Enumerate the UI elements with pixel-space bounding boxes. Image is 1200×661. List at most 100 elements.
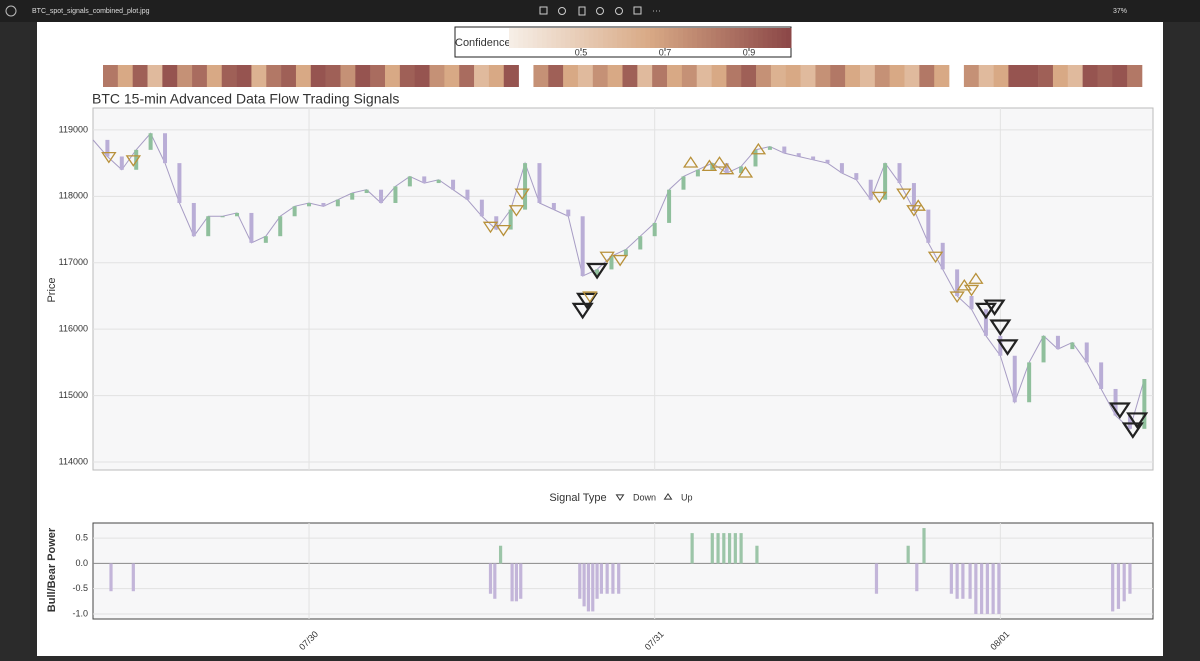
bar — [739, 533, 743, 564]
signal-marker — [571, 302, 594, 320]
confidence-cell — [459, 65, 475, 87]
confidence-cell — [859, 65, 876, 87]
y-tick-label: 115000 — [59, 390, 88, 400]
confidence-cell — [815, 65, 831, 87]
bar — [514, 563, 519, 602]
candle — [998, 335, 1003, 356]
bar — [1116, 563, 1121, 609]
signal-marker — [956, 278, 973, 291]
confidence-cell — [711, 65, 727, 87]
signal-marker — [701, 159, 718, 172]
bar — [991, 563, 995, 614]
confidence-cell — [1067, 65, 1083, 87]
bar — [519, 563, 523, 599]
confidence-cell — [756, 65, 772, 87]
bar — [949, 563, 953, 594]
bar — [710, 533, 714, 564]
candle — [235, 212, 240, 217]
signal-marker — [896, 188, 912, 201]
colorbar-step — [612, 28, 618, 48]
confidence-cell — [132, 65, 148, 87]
colorbar-tick-label: 0.9 — [743, 47, 756, 57]
candle — [523, 163, 528, 210]
signal-marker — [737, 166, 754, 178]
colorbar-step — [697, 28, 703, 48]
colorbar-step — [744, 28, 750, 48]
colorbar-step — [513, 28, 519, 48]
candle — [609, 256, 614, 270]
bar — [611, 563, 615, 594]
candle — [911, 183, 916, 210]
candle — [839, 163, 844, 174]
signal-marker — [989, 319, 1012, 336]
candle — [681, 176, 686, 190]
bar — [1128, 563, 1132, 594]
confidence-cell — [444, 65, 460, 87]
candle — [811, 156, 816, 160]
confidence-cell — [993, 65, 1009, 87]
confidence-cell — [652, 65, 668, 87]
colorbar-step — [673, 28, 679, 48]
confidence-cell — [281, 65, 297, 87]
colorbar-step — [762, 28, 768, 48]
colorbar-step — [551, 28, 557, 48]
legend-symbol — [663, 492, 673, 500]
legend-title: Signal Type — [549, 492, 606, 504]
bar — [591, 563, 595, 612]
signal-marker — [871, 191, 888, 204]
confidence-cell — [934, 65, 950, 87]
confidence-cell — [845, 65, 861, 87]
candle — [1127, 415, 1132, 429]
candle — [782, 146, 787, 154]
bar — [922, 528, 926, 564]
confidence-cell — [414, 65, 430, 87]
confidence-cell — [177, 65, 193, 87]
colorbar-step — [668, 28, 674, 48]
signal-marker — [586, 262, 609, 280]
colorbar-step — [532, 28, 538, 48]
colorbar-step — [650, 28, 656, 48]
candle — [177, 163, 182, 203]
colorbar-step — [654, 28, 660, 48]
more-button[interactable]: ··· — [652, 5, 661, 15]
colorbar-step — [603, 28, 609, 48]
colorbar-step — [645, 28, 651, 48]
bar — [109, 563, 113, 592]
colorbar-step — [729, 28, 736, 48]
colorbar-step — [640, 28, 646, 48]
candle — [220, 216, 225, 218]
bar — [493, 563, 497, 599]
candle — [739, 166, 744, 174]
confidence-cell — [295, 65, 312, 87]
confidence-cell — [503, 65, 519, 87]
signal-marker — [974, 302, 997, 320]
confidence-cell — [266, 65, 282, 87]
candle — [379, 189, 384, 203]
colorbar-step — [706, 28, 712, 48]
price-line — [92, 132, 1145, 430]
candle — [551, 202, 556, 210]
confidence-cell — [904, 65, 920, 87]
candle — [1142, 379, 1147, 429]
candle — [249, 212, 254, 243]
candle — [436, 179, 441, 184]
candle — [278, 216, 283, 237]
colorbar-step — [678, 28, 684, 48]
confidence-cell — [563, 65, 579, 87]
confidence-cell — [889, 65, 905, 87]
bar — [1111, 563, 1115, 612]
colorbar-step — [509, 28, 515, 48]
confidence-cell — [103, 65, 119, 87]
bar — [510, 563, 514, 602]
toolbar[interactable] — [539, 6, 642, 16]
confidence-cell — [399, 65, 415, 87]
confidence-cell — [370, 65, 386, 87]
candle — [825, 159, 830, 164]
bar — [131, 563, 135, 592]
colorbar-step — [767, 28, 773, 48]
confidence-cell — [340, 65, 356, 87]
y-axis-label: Price — [46, 277, 58, 302]
bar — [716, 533, 720, 564]
